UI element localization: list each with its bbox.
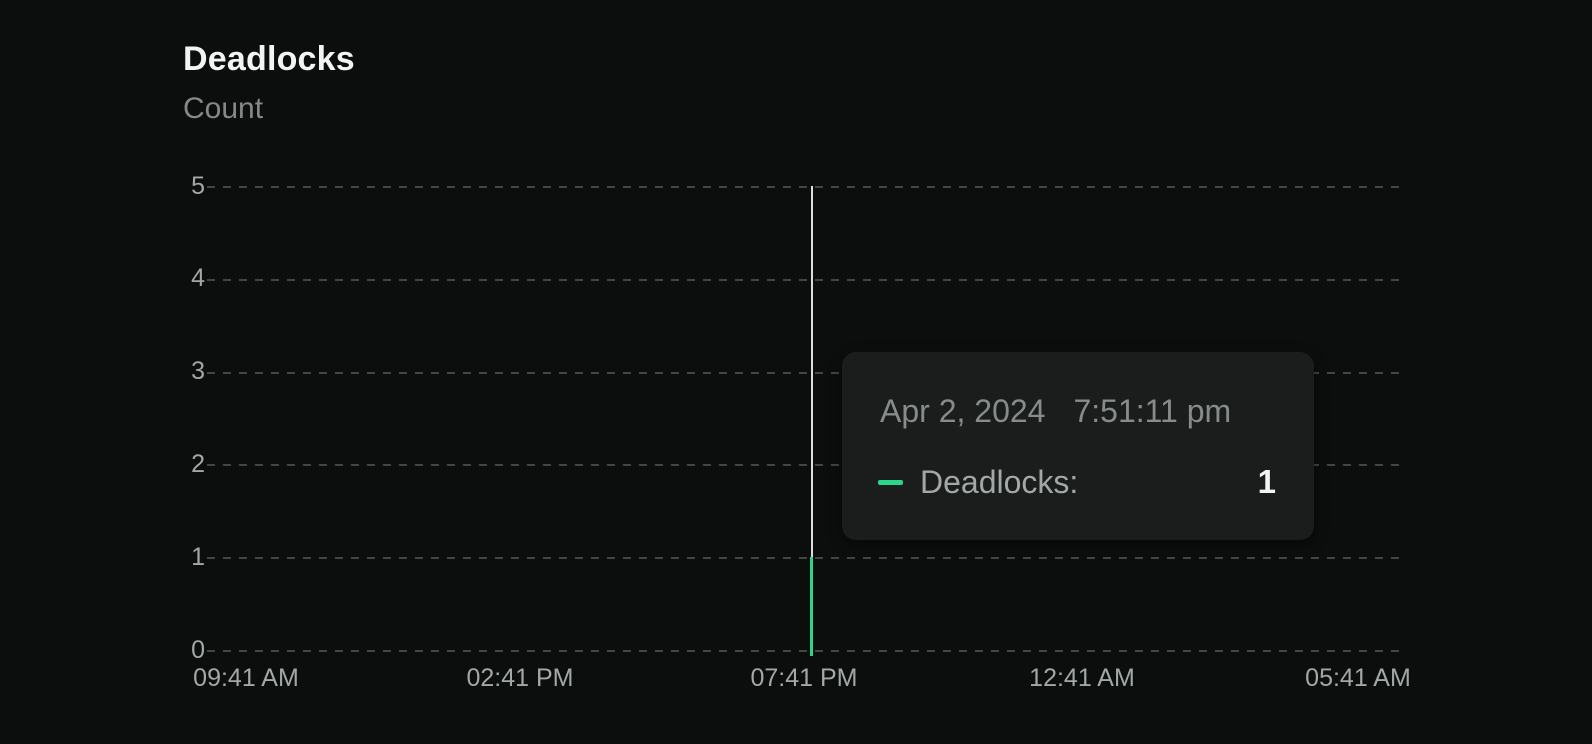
tooltip-series-label: Deadlocks: [920, 464, 1079, 500]
plot-area[interactable] [207, 186, 1407, 656]
x-tick-label: 05:41 AM [1305, 664, 1411, 692]
y-tick-label: 5 [191, 172, 205, 200]
hover-crosshair-line [811, 186, 813, 558]
chart-y-axis-title: Count [183, 92, 264, 125]
gridline-y1 [207, 557, 1407, 559]
tooltip-series-value: 1 [1257, 463, 1276, 500]
tooltip-date: Apr 2, 2024 [880, 393, 1046, 429]
gridline-y5 [207, 186, 1407, 188]
y-tick-label: 0 [191, 636, 205, 664]
y-tick-label: 2 [191, 450, 205, 478]
chart-title: Deadlocks [183, 40, 355, 78]
y-tick-label: 4 [191, 264, 205, 292]
hover-tooltip: Apr 2, 2024 7:51:11 pm Deadlocks: 1 [842, 352, 1314, 540]
gridline-y3 [207, 372, 1407, 374]
tooltip-series-row: Deadlocks: 1 [878, 462, 1276, 502]
series-color-swatch-icon [878, 479, 903, 485]
x-tick-label: 09:41 AM [193, 664, 299, 692]
x-tick-label: 12:41 AM [1029, 664, 1135, 692]
x-tick-label: 02:41 PM [466, 664, 574, 692]
x-tick-label: 07:41 PM [750, 664, 858, 692]
gridline-y0 [207, 650, 1407, 652]
gridline-y2 [207, 464, 1407, 466]
y-tick-label: 3 [191, 357, 205, 385]
tooltip-time: 7:51:11 pm [1073, 393, 1232, 429]
y-tick-label: 1 [191, 543, 205, 571]
gridline-y4 [207, 279, 1407, 281]
tooltip-timestamp: Apr 2, 2024 7:51:11 pm [880, 393, 1276, 429]
deadlocks-data-spike [810, 557, 813, 656]
